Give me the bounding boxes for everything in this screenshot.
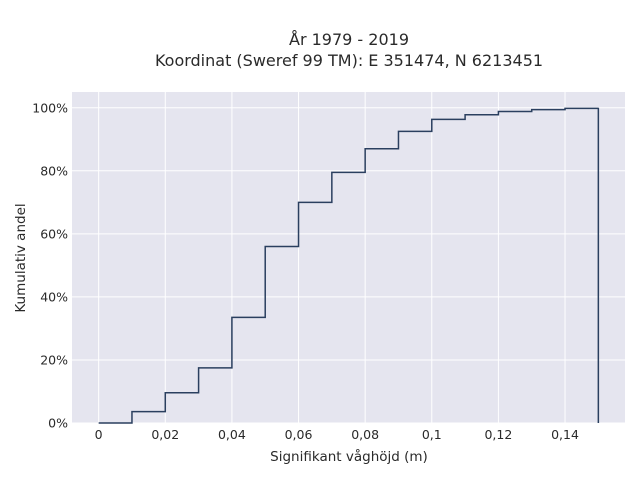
x-tick-label: 0,12 bbox=[484, 427, 512, 442]
tick-labels: 0 0,02 0,04 0,06 0,08 0,1 0,12 0,14 0% 20% 40% 60% 8… bbox=[32, 100, 579, 442]
series-step-line bbox=[98, 107, 600, 424]
x-tick-label: 0,02 bbox=[151, 427, 179, 442]
x-tick-label: 0,14 bbox=[551, 427, 579, 442]
x-tick-label: 0,04 bbox=[218, 427, 246, 442]
x-tick-label: 0 bbox=[95, 427, 103, 442]
y-tick-label: 100% bbox=[32, 100, 68, 115]
y-tick-label: 0% bbox=[48, 416, 68, 431]
y-axis-title: Kumulativ andel bbox=[13, 203, 29, 312]
y-tick-label: 40% bbox=[40, 289, 68, 304]
y-tick-label: 60% bbox=[40, 226, 68, 241]
x-tick-label: 0,08 bbox=[351, 427, 379, 442]
chart-title-line-1: År 1979 - 2019 bbox=[289, 30, 409, 49]
y-tick-label: 20% bbox=[40, 352, 68, 367]
x-axis-title: Signifikant våghöjd (m) bbox=[270, 448, 428, 465]
y-tick-label: 80% bbox=[40, 163, 68, 178]
x-tick-label: 0,06 bbox=[285, 427, 313, 442]
grid bbox=[72, 92, 625, 424]
chart-title-line-2: Koordinat (Sweref 99 TM): E 351474, N 62… bbox=[155, 51, 543, 70]
plot-area bbox=[72, 92, 625, 423]
x-tick-label: 0,1 bbox=[422, 427, 442, 442]
